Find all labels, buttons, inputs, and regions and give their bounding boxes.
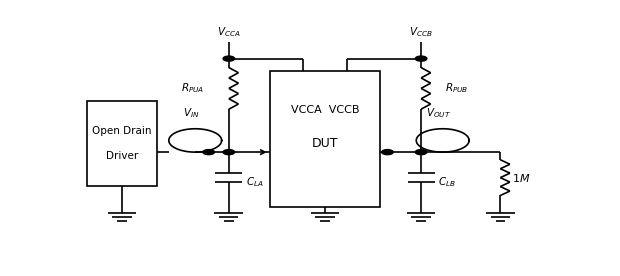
Text: $C_{LA}$: $C_{LA}$ <box>246 175 264 189</box>
Text: $V_{CCB}$: $V_{CCB}$ <box>409 26 433 39</box>
Circle shape <box>223 56 234 61</box>
Circle shape <box>223 150 234 155</box>
Text: VCCA  VCCB: VCCA VCCB <box>291 105 359 115</box>
Text: $V_{CCA}$: $V_{CCA}$ <box>217 26 241 39</box>
Text: Driver: Driver <box>106 151 138 161</box>
FancyBboxPatch shape <box>270 71 380 207</box>
Text: $V_{IN}$: $V_{IN}$ <box>183 107 200 120</box>
Circle shape <box>203 150 215 155</box>
Circle shape <box>382 150 393 155</box>
Text: $1M$: $1M$ <box>512 172 531 184</box>
Text: $R_{PUA}$: $R_{PUA}$ <box>182 81 205 95</box>
Text: Open Drain: Open Drain <box>92 126 152 136</box>
Text: $V_{OUT}$: $V_{OUT}$ <box>427 107 451 120</box>
Text: DUT: DUT <box>312 137 338 150</box>
FancyBboxPatch shape <box>87 101 157 186</box>
Circle shape <box>415 56 427 61</box>
Circle shape <box>415 150 427 155</box>
Text: $R_{PUB}$: $R_{PUB}$ <box>445 81 469 95</box>
Text: $C_{LB}$: $C_{LB}$ <box>438 175 456 189</box>
